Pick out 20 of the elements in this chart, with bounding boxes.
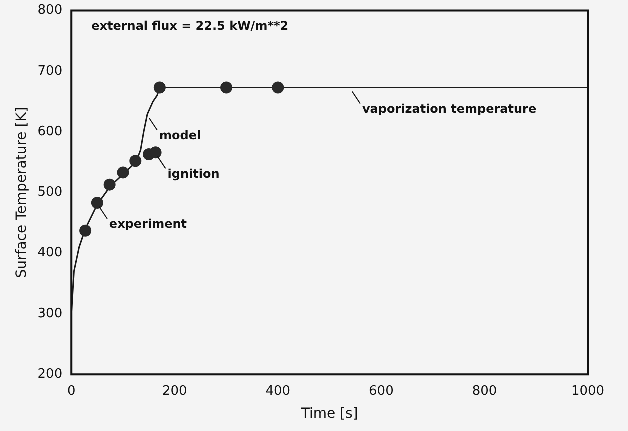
y-axis-title: Surface Temperature [K] — [14, 107, 30, 278]
x-tick-label: 600 — [369, 384, 394, 399]
annotation: ignition — [168, 166, 220, 181]
annotation: vaporization temperature — [362, 102, 537, 116]
y-tick-label: 700 — [38, 64, 63, 79]
y-tick-label: 400 — [38, 246, 63, 261]
x-tick-label: 1000 — [571, 384, 605, 399]
x-tick-label: 800 — [472, 384, 498, 399]
annotation: external flux = 22.5 kW/m**2 — [92, 18, 289, 33]
annotation: experiment — [109, 217, 188, 232]
x-tick-label: 400 — [266, 384, 291, 399]
x-tick-label: 200 — [162, 384, 188, 399]
y-tick-label: 500 — [38, 185, 63, 200]
y-tick-label: 200 — [38, 366, 63, 382]
annotation: model — [160, 128, 202, 143]
y-tick-label: 600 — [38, 124, 63, 140]
y-tick-label: 800 — [38, 3, 63, 18]
x-tick-label: 0 — [67, 384, 76, 399]
y-tick-label: 300 — [38, 306, 63, 322]
x-axis-title: Time [s] — [300, 406, 358, 422]
